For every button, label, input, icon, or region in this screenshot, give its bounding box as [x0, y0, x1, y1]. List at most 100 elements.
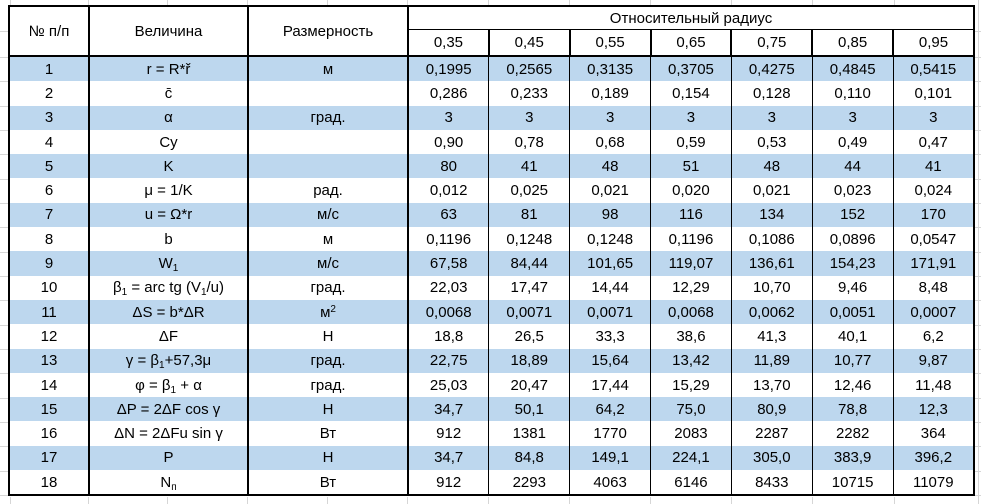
- value-cell[interactable]: 2083: [650, 421, 732, 446]
- row-number-cell[interactable]: 13: [8, 348, 90, 373]
- value-cell[interactable]: 4063: [569, 470, 652, 496]
- dimension-cell[interactable]: Вт: [247, 470, 409, 496]
- value-cell[interactable]: 0,101: [892, 81, 975, 106]
- header-radius-value[interactable]: 0,55: [568, 29, 652, 57]
- quantity-cell[interactable]: Cy: [88, 129, 249, 155]
- value-cell[interactable]: 0,0051: [811, 299, 894, 325]
- value-cell[interactable]: 0,68: [569, 129, 652, 155]
- value-cell[interactable]: 3: [650, 105, 732, 130]
- quantity-cell[interactable]: P: [88, 445, 249, 471]
- value-cell[interactable]: 136,61: [730, 251, 813, 276]
- value-cell[interactable]: 0,4845: [811, 56, 894, 82]
- dimension-cell[interactable]: град.: [247, 348, 409, 373]
- dimension-cell[interactable]: град.: [247, 275, 409, 300]
- value-cell[interactable]: 26,5: [488, 324, 571, 349]
- value-cell[interactable]: 0,5415: [892, 56, 975, 82]
- row-number-cell[interactable]: 15: [8, 397, 90, 422]
- header-col-number[interactable]: № п/п: [8, 5, 90, 57]
- value-cell[interactable]: 63: [407, 202, 490, 228]
- value-cell[interactable]: 0,90: [407, 129, 490, 155]
- value-cell[interactable]: 11,48: [892, 372, 975, 398]
- row-number-cell[interactable]: 2: [8, 81, 90, 106]
- value-cell[interactable]: 2282: [811, 421, 894, 446]
- value-cell[interactable]: 0,47: [892, 129, 975, 155]
- value-cell[interactable]: 0,286: [407, 81, 490, 106]
- dimension-cell[interactable]: м/с: [247, 251, 409, 276]
- value-cell[interactable]: 0,1196: [650, 227, 732, 252]
- value-cell[interactable]: 75,0: [650, 397, 732, 422]
- value-cell[interactable]: 0,1248: [488, 227, 571, 252]
- value-cell[interactable]: 48: [730, 154, 813, 179]
- value-cell[interactable]: 0,59: [650, 129, 732, 155]
- header-radius-value[interactable]: 0,35: [407, 29, 490, 57]
- quantity-cell[interactable]: ΔN = 2ΔFu sin γ: [88, 421, 249, 446]
- value-cell[interactable]: 0,023: [811, 178, 894, 203]
- value-cell[interactable]: 22,03: [407, 275, 490, 300]
- value-cell[interactable]: 10715: [811, 470, 894, 496]
- value-cell[interactable]: 152: [811, 202, 894, 228]
- value-cell[interactable]: 154,23: [811, 251, 894, 276]
- value-cell[interactable]: 10,77: [811, 348, 894, 373]
- quantity-cell[interactable]: b: [88, 227, 249, 252]
- value-cell[interactable]: 41: [892, 154, 975, 179]
- value-cell[interactable]: 11079: [892, 470, 975, 496]
- row-number-cell[interactable]: 14: [8, 372, 90, 398]
- value-cell[interactable]: 10,70: [730, 275, 813, 300]
- value-cell[interactable]: 116: [650, 202, 732, 228]
- header-radius-value[interactable]: 0,85: [811, 29, 895, 57]
- value-cell[interactable]: 0,2565: [488, 56, 571, 82]
- row-number-cell[interactable]: 1: [8, 56, 90, 82]
- value-cell[interactable]: 0,1086: [730, 227, 813, 252]
- row-number-cell[interactable]: 6: [8, 178, 90, 203]
- value-cell[interactable]: 0,110: [811, 81, 894, 106]
- dimension-cell[interactable]: [247, 129, 409, 155]
- value-cell[interactable]: 119,07: [650, 251, 732, 276]
- quantity-cell[interactable]: μ = 1/K: [88, 178, 249, 203]
- value-cell[interactable]: 12,3: [892, 397, 975, 422]
- value-cell[interactable]: 0,0071: [569, 299, 652, 325]
- value-cell[interactable]: 0,1196: [407, 227, 490, 252]
- value-cell[interactable]: 0,0007: [892, 299, 975, 325]
- value-cell[interactable]: 0,78: [488, 129, 571, 155]
- quantity-cell[interactable]: α: [88, 105, 249, 130]
- value-cell[interactable]: 0,53: [730, 129, 813, 155]
- value-cell[interactable]: 0,1248: [569, 227, 652, 252]
- value-cell[interactable]: 0,0062: [730, 299, 813, 325]
- value-cell[interactable]: 396,2: [892, 445, 975, 471]
- header-radius-value[interactable]: 0,95: [892, 29, 975, 57]
- dimension-cell[interactable]: Н: [247, 397, 409, 422]
- row-number-cell[interactable]: 5: [8, 154, 90, 179]
- header-radius-value[interactable]: 0,65: [649, 29, 733, 57]
- value-cell[interactable]: 20,47: [488, 372, 571, 398]
- quantity-cell[interactable]: β1 = arc tg (V1/u): [88, 275, 249, 300]
- value-cell[interactable]: 0,128: [730, 81, 813, 106]
- value-cell[interactable]: 51: [650, 154, 732, 179]
- quantity-cell[interactable]: r = R*ř: [88, 56, 249, 82]
- value-cell[interactable]: 84,44: [488, 251, 571, 276]
- value-cell[interactable]: 34,7: [407, 445, 490, 471]
- value-cell[interactable]: 224,1: [650, 445, 732, 471]
- value-cell[interactable]: 3: [811, 105, 894, 130]
- value-cell[interactable]: 41: [488, 154, 571, 179]
- quantity-cell[interactable]: W1: [88, 251, 249, 276]
- quantity-cell[interactable]: Nп: [88, 470, 249, 496]
- dimension-cell[interactable]: [247, 81, 409, 106]
- value-cell[interactable]: 912: [407, 421, 490, 446]
- dimension-cell[interactable]: м/с: [247, 202, 409, 228]
- value-cell[interactable]: 78,8: [811, 397, 894, 422]
- value-cell[interactable]: 0,021: [730, 178, 813, 203]
- row-number-cell[interactable]: 10: [8, 275, 90, 300]
- header-radius-value[interactable]: 0,75: [730, 29, 814, 57]
- value-cell[interactable]: 1770: [569, 421, 652, 446]
- value-cell[interactable]: 9,46: [811, 275, 894, 300]
- header-radius-value[interactable]: 0,45: [487, 29, 571, 57]
- row-number-cell[interactable]: 9: [8, 251, 90, 276]
- row-number-cell[interactable]: 18: [8, 470, 90, 496]
- dimension-cell[interactable]: град.: [247, 105, 409, 130]
- row-number-cell[interactable]: 4: [8, 129, 90, 155]
- value-cell[interactable]: 11,89: [730, 348, 813, 373]
- value-cell[interactable]: 383,9: [811, 445, 894, 471]
- value-cell[interactable]: 0,0547: [892, 227, 975, 252]
- value-cell[interactable]: 8,48: [892, 275, 975, 300]
- value-cell[interactable]: 0,024: [892, 178, 975, 203]
